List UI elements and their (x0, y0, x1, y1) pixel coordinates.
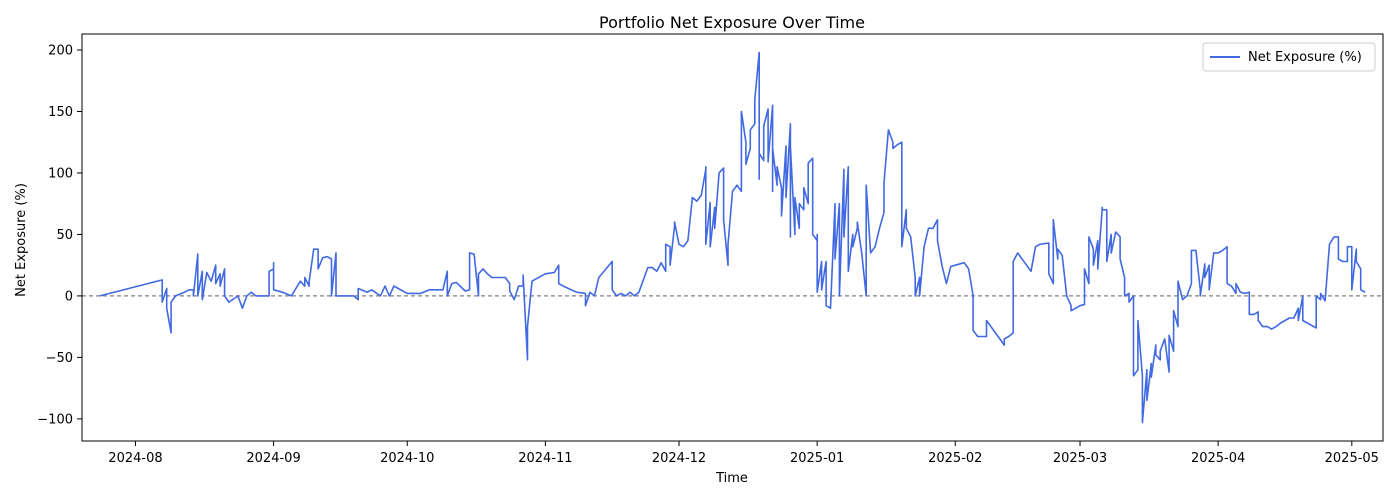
y-tick-label: −50 (46, 351, 73, 366)
x-tick-label: 2025-01 (790, 451, 844, 466)
x-tick-label: 2024-12 (652, 451, 706, 466)
x-tick-label: 2024-08 (108, 451, 162, 466)
y-tick-label: −100 (37, 412, 73, 427)
legend-label: Net Exposure (%) (1248, 50, 1362, 65)
legend: Net Exposure (%) (1202, 42, 1376, 72)
y-tick-label: 200 (48, 43, 73, 58)
y-tick-label: 0 (65, 289, 73, 304)
y-tick-label: 150 (48, 105, 73, 120)
y-tick-label: 100 (48, 166, 73, 181)
x-tick-label: 2024-11 (518, 451, 572, 466)
chart-title: Portfolio Net Exposure Over Time (599, 13, 865, 32)
y-axis: −100 −50 0 50 100 150 200 (37, 43, 82, 427)
x-axis-title: Time (715, 471, 748, 486)
x-tick-label: 2025-04 (1191, 451, 1245, 466)
x-tick-label: 2025-05 (1325, 451, 1379, 466)
plot-area (82, 51, 1383, 424)
x-tick-label: 2024-10 (380, 451, 434, 466)
x-tick-label: 2024-09 (246, 451, 300, 466)
legend-box (1202, 42, 1376, 72)
x-axis: 2024-08 2024-09 2024-10 2024-11 2024-12 2025-… (108, 441, 1379, 466)
y-axis-title: Net Exposure (%) (14, 183, 29, 297)
plot-frame (81, 33, 1384, 442)
x-tick-label: 2025-02 (928, 451, 982, 466)
x-tick-label: 2025-03 (1053, 451, 1107, 466)
series-line (99, 51, 1366, 424)
y-tick-label: 50 (56, 228, 73, 243)
